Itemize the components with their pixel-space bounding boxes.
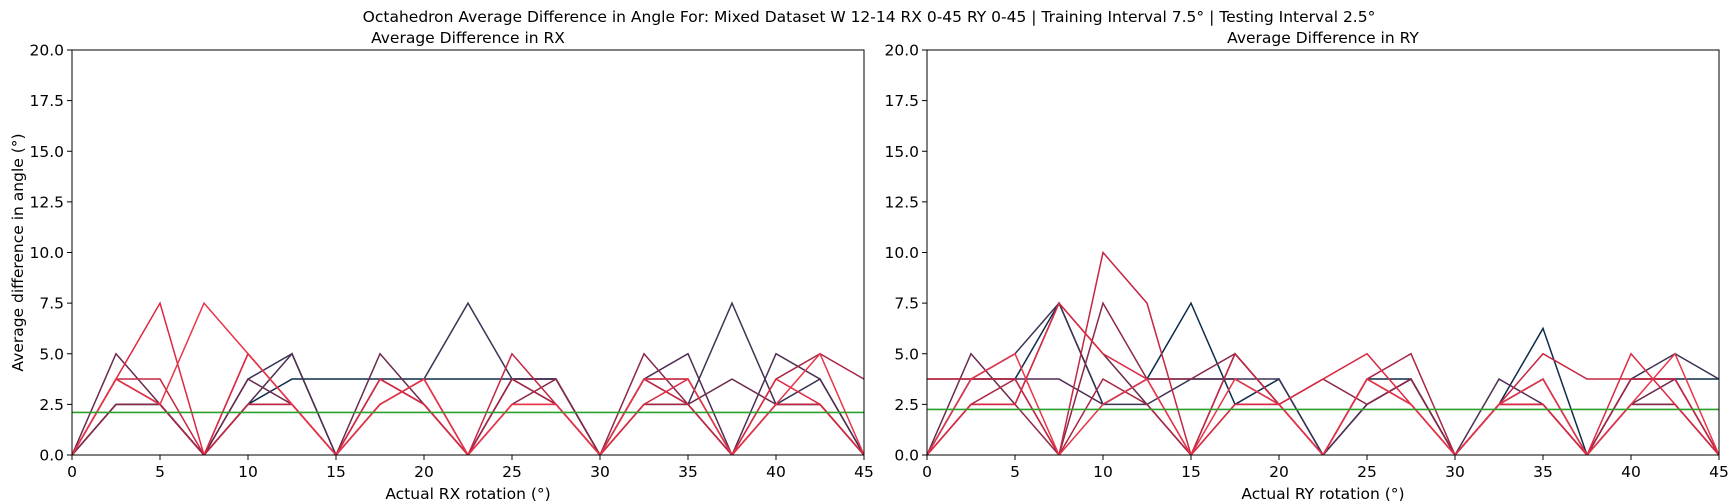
x-tick-label: 20 — [414, 463, 434, 481]
x-tick-label: 10 — [1093, 463, 1113, 481]
chart-title: Average Difference in RX — [371, 29, 565, 47]
x-tick-label: 40 — [1621, 463, 1641, 481]
y-tick-label: 12.5 — [29, 193, 64, 211]
y-tick-label: 7.5 — [39, 295, 64, 313]
chart-title: Average Difference in RY — [1227, 29, 1419, 47]
x-tick-label: 45 — [1709, 463, 1728, 481]
x-tick-label: 25 — [502, 463, 522, 481]
series-line-4 — [72, 352, 864, 455]
x-axis-label: Actual RY rotation (°) — [1241, 485, 1404, 503]
series-line-9 — [72, 301, 864, 455]
axes-rx: 0 5 10 15 20 25 30 35 40 45 0.0 2.5 5.0 7.5 10.0 12.5 15… — [9, 29, 874, 503]
x-tick-label: 45 — [854, 463, 874, 481]
y-tick-label: 15.0 — [884, 143, 919, 161]
plot-area — [72, 301, 864, 455]
plot-area — [927, 250, 1719, 455]
y-tick-label: 10.0 — [884, 244, 919, 262]
x-tick-label: 15 — [1181, 463, 1201, 481]
axes-ry: 0 5 10 15 20 25 30 35 40 45 0.0 2.5 5.0 7.5 10.0 12.5 15… — [884, 29, 1728, 503]
y-tick-label: 2.5 — [39, 396, 64, 414]
y-tick-label: 5.0 — [39, 345, 64, 363]
y-tick-label: 10.0 — [29, 244, 64, 262]
y-tick-label: 2.5 — [894, 396, 919, 414]
x-tick-label: 25 — [1357, 463, 1377, 481]
y-tick-label: 0.0 — [894, 447, 919, 465]
y-tick-label: 20.0 — [884, 42, 919, 60]
x-tick-label: 0 — [922, 463, 932, 481]
series-line-1 — [72, 378, 864, 455]
x-axis-label: Actual RX rotation (°) — [385, 485, 550, 503]
y-tick-label: 17.5 — [884, 92, 919, 110]
x-tick-label: 35 — [1533, 463, 1553, 481]
x-tick-label: 40 — [766, 463, 786, 481]
x-tick-label: 15 — [326, 463, 346, 481]
x-tick-label: 35 — [678, 463, 698, 481]
series-line-2 — [72, 301, 864, 455]
y-tick-label: 7.5 — [894, 295, 919, 313]
series-line-8 — [927, 301, 1719, 455]
x-tick-label: 30 — [590, 463, 610, 481]
figure-suptitle: Octahedron Average Difference in Angle F… — [363, 8, 1376, 26]
y-tick-label: 12.5 — [884, 193, 919, 211]
y-tick-label: 20.0 — [29, 42, 64, 60]
x-tick-label: 30 — [1445, 463, 1465, 481]
x-tick-label: 0 — [67, 463, 77, 481]
series-line-7 — [927, 250, 1719, 455]
series-line-3 — [927, 378, 1719, 455]
x-tick-label: 20 — [1269, 463, 1289, 481]
y-tick-label: 0.0 — [39, 447, 64, 465]
x-tick-label: 5 — [155, 463, 165, 481]
y-tick-label: 15.0 — [29, 143, 64, 161]
x-tick-label: 10 — [238, 463, 258, 481]
y-tick-label: 5.0 — [894, 345, 919, 363]
y-tick-label: 17.5 — [29, 92, 64, 110]
x-tick-label: 5 — [1010, 463, 1020, 481]
y-axis-label: Average difference in angle (°) — [9, 133, 27, 371]
